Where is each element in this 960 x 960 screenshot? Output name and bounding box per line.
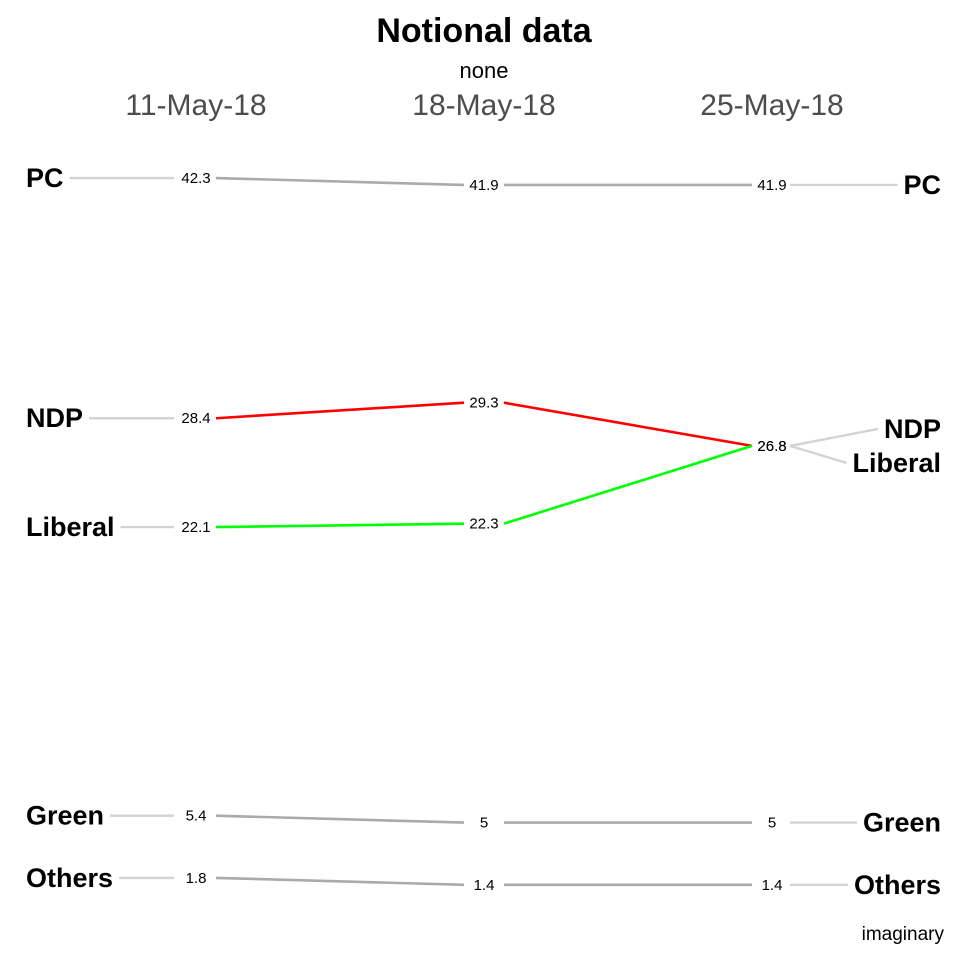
series-label-left-pc: PC [26, 163, 64, 193]
series-label-left-green: Green [26, 801, 104, 831]
value-label-green-2: 5 [480, 815, 488, 832]
series-segment-others-1 [215, 876, 465, 887]
value-label-ndp-2: 29.3 [469, 395, 498, 412]
value-label-pc-1: 42.3 [181, 170, 210, 187]
series-label-right-ndp: NDP [884, 414, 941, 444]
series-label-left-others: Others [26, 863, 113, 893]
value-label-others-1: 1.8 [186, 870, 207, 887]
connector-lines [69, 176, 898, 887]
value-label-liberal-2: 22.3 [469, 516, 498, 533]
value-label-pc-3: 41.9 [757, 177, 786, 194]
series-label-right-green: Green [863, 808, 941, 838]
value-label-pc-2: 41.9 [469, 177, 498, 194]
series-segment-green-1 [215, 814, 465, 824]
series-segment-ndp-1 [215, 401, 465, 420]
series-segment-liberal-1 [215, 522, 465, 529]
value-label-others-2: 1.4 [474, 877, 495, 894]
chart-caption: imaginary [862, 924, 945, 945]
series-label-right-pc: PC [903, 170, 941, 200]
series-label-right-others: Others [854, 870, 941, 900]
column-headers: 11-May-18 18-May-18 25-May-18 [125, 89, 843, 122]
value-labels: 42.3 41.9 41.928.429.326.822.1 22.326.85.4 5… [181, 170, 786, 894]
series-label-left-ndp: NDP [26, 403, 83, 433]
value-label-others-3: 1.4 [762, 877, 783, 894]
series-label-right-liberal: Liberal [852, 448, 941, 478]
connector-right-ndp [789, 427, 879, 448]
series-segment-pc-1 [215, 176, 465, 187]
value-label-green-3: 5 [768, 815, 776, 832]
column-header-1: 11-May-18 [125, 89, 266, 122]
right-series-labels: PC NDP Liberal Green Others [852, 170, 941, 900]
series-lines [215, 176, 753, 887]
column-header-2: 18-May-18 [412, 89, 555, 122]
series-label-left-liberal: Liberal [26, 512, 115, 542]
value-label-ndp-3: 26.8 [757, 438, 786, 455]
chart-title: Notional data [376, 12, 592, 50]
chart-subtitle: none [460, 58, 509, 83]
value-label-liberal-3: 26.8 [757, 438, 786, 455]
series-segment-ndp-2 [503, 401, 753, 448]
left-series-labels: PC NDP Liberal Green Others [26, 163, 115, 893]
value-label-liberal-1: 22.1 [181, 519, 210, 536]
column-header-3: 25-May-18 [700, 89, 843, 122]
value-label-green-1: 5.4 [186, 808, 207, 825]
connector-right-liberal [789, 444, 847, 465]
series-segment-liberal-2 [503, 444, 753, 525]
value-label-ndp-1: 28.4 [181, 410, 210, 427]
